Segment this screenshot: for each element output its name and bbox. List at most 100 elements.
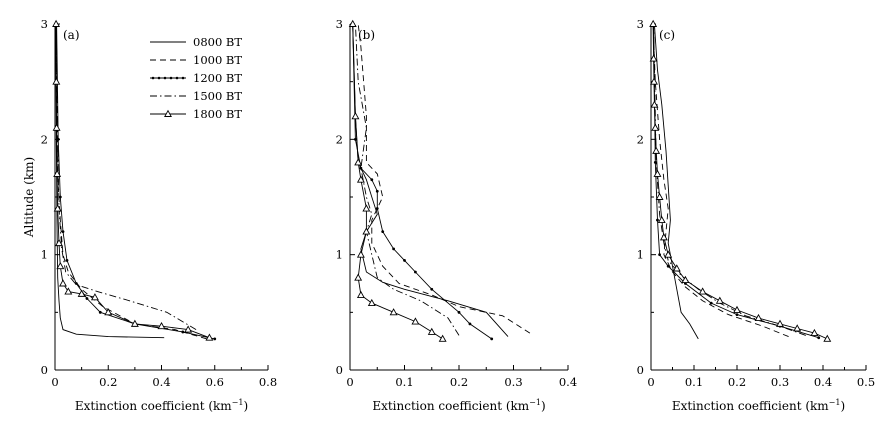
data-point: [411, 317, 420, 325]
data-point: [359, 166, 363, 170]
x-axis-label: Extinction coefficient (km−1): [372, 398, 545, 413]
series-line: [652, 23, 828, 340]
x-tick-label: 0.2: [450, 375, 468, 389]
data-point: [650, 100, 659, 108]
series-1000-bt: [55, 23, 207, 340]
legend-marker: [164, 109, 172, 117]
data-point: [356, 290, 365, 298]
x-tick-label: 0.3: [504, 375, 522, 389]
data-point: [56, 137, 60, 141]
series-line: [55, 23, 210, 339]
data-point: [362, 227, 371, 235]
data-point: [659, 233, 668, 241]
series-line: [55, 23, 197, 330]
data-point: [77, 289, 86, 297]
data-point: [348, 19, 357, 27]
data-point: [56, 261, 65, 270]
data-point: [52, 19, 61, 27]
x-tick-label: 0.4: [559, 375, 577, 389]
data-point: [55, 238, 63, 247]
data-point: [427, 327, 436, 335]
data-point: [74, 282, 78, 285]
data-point: [817, 336, 821, 340]
legend-marker: [175, 76, 179, 80]
data-point: [157, 321, 166, 330]
series-line: [652, 23, 789, 338]
series-0800-bt: [653, 23, 699, 340]
x-tick-label: 0.6: [206, 375, 224, 389]
y-tick-label: 2: [336, 132, 343, 146]
data-point: [130, 319, 139, 327]
series-1800-bt: [52, 19, 214, 341]
data-point: [58, 195, 62, 199]
x-tick-label: 0.1: [395, 375, 413, 389]
series-1200-bt: [351, 22, 494, 341]
panel-label: (c): [659, 28, 675, 42]
y-tick-label: 3: [41, 17, 48, 31]
panel-label: (b): [358, 28, 375, 42]
data-point: [356, 175, 365, 183]
data-point: [367, 298, 376, 307]
x-axis-label: Extinction coefficient (km−1): [75, 398, 248, 413]
x-tick-label: 0.4: [152, 375, 170, 389]
data-point: [658, 253, 661, 257]
legend-label: 1000 BT: [193, 53, 242, 67]
data-point: [370, 178, 374, 182]
series-line: [357, 23, 531, 334]
legend-label: 1800 BT: [193, 107, 242, 121]
y-tick-label: 3: [336, 17, 343, 31]
data-point: [65, 259, 69, 262]
legend-marker: [163, 76, 167, 80]
data-point: [457, 310, 461, 314]
legend-entry: 1500 BT: [150, 89, 242, 103]
data-point: [181, 330, 185, 334]
series-line: [55, 23, 165, 339]
x-tick-label: 0.2: [728, 375, 746, 389]
data-point: [392, 247, 395, 251]
series-1200-bt: [55, 22, 217, 341]
y-axis-label: Altitude (km): [22, 157, 36, 238]
x-tick-label: 0: [346, 375, 353, 389]
data-point: [468, 322, 472, 326]
x-tick-label: 0.4: [814, 375, 832, 389]
legend-label: 0800 BT: [193, 35, 242, 49]
series-0800-bt: [352, 23, 509, 337]
data-point: [85, 297, 89, 300]
y-tick-label: 1: [41, 248, 48, 262]
x-tick-label: 0: [51, 375, 58, 389]
data-point: [649, 54, 658, 62]
legend-label: 1500 BT: [193, 89, 242, 103]
series-1500-bt: [55, 23, 197, 330]
x-tick-label: 0.8: [259, 375, 277, 389]
data-point: [362, 204, 371, 212]
data-point: [490, 337, 494, 341]
data-point: [649, 19, 658, 27]
series-1000-bt: [357, 23, 531, 334]
legend-marker: [151, 76, 155, 80]
series-line: [653, 23, 699, 340]
legend-entry: 1800 BT: [150, 107, 242, 121]
series-line: [352, 23, 492, 340]
data-point: [698, 287, 707, 295]
data-point: [430, 287, 434, 291]
x-tick-label: 0.3: [771, 375, 789, 389]
data-point: [672, 264, 681, 272]
data-point: [52, 123, 61, 131]
data-point: [776, 319, 784, 327]
data-point: [53, 204, 62, 212]
data-point: [104, 308, 113, 316]
data-point: [650, 77, 658, 85]
series-line: [56, 23, 215, 340]
data-point: [709, 301, 713, 305]
data-point: [414, 270, 417, 274]
data-point: [715, 296, 724, 304]
data-point: [754, 313, 763, 322]
legend: 0800 BT 1000 BT 1200 BT 1500 BT 1800 BT: [150, 35, 242, 121]
data-point: [651, 123, 660, 131]
series-line: [352, 23, 443, 340]
data-point: [823, 334, 832, 342]
y-tick-label: 1: [637, 248, 644, 262]
data-point: [59, 279, 67, 287]
data-point: [354, 137, 357, 141]
data-point: [735, 313, 739, 317]
